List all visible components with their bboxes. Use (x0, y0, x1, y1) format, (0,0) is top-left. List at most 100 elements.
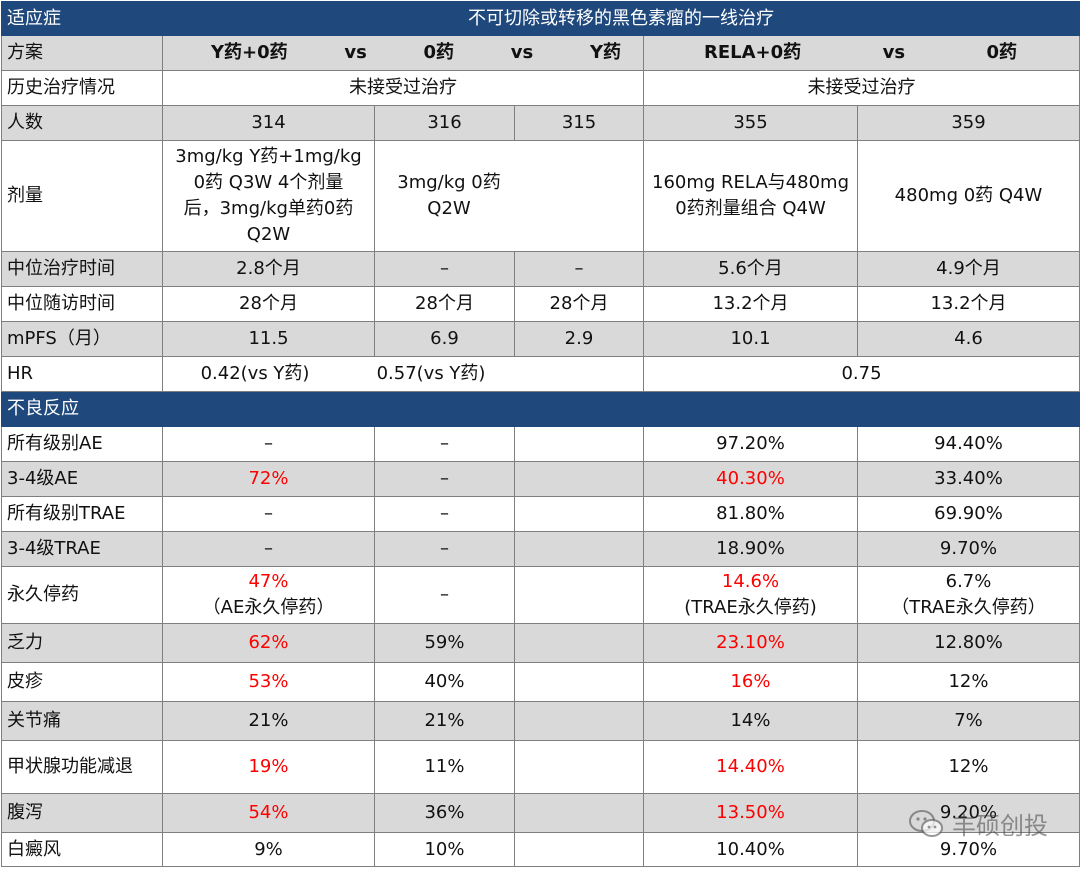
ae-cell: 36% (374, 793, 515, 833)
ae-cell (514, 496, 644, 532)
ae-label: 腹泻 (1, 793, 163, 833)
median-followup-row: 中位随访时间 28个月 28个月 28个月 13.2个月 13.2个月 (1, 286, 1080, 322)
count-cell: 355 (643, 105, 858, 141)
hr-label: HR (1, 356, 163, 392)
median-treatment-cell: – (514, 251, 644, 287)
history-row: 历史治疗情况 未接受过治疗 未接受过治疗 (1, 70, 1080, 106)
ae-cell (514, 832, 644, 867)
ae-cell: 13.50% (643, 793, 858, 833)
ae-cell: 62% (162, 623, 375, 663)
ae-cell (514, 461, 644, 497)
permanent-discontinuation-row: 永久停药 47% （AE永久停药） – 14.6% (TRAE永久停药) 6.7… (1, 566, 1080, 624)
plan-row: 方案 Y药+0药 vs 0药 vs Y药 RELA+0药 vs 0药 (1, 35, 1080, 71)
plan-left-cell: Y药+0药 vs 0药 vs Y药 (162, 35, 644, 71)
ae-cell: 21% (162, 701, 375, 741)
ae-cell (514, 740, 644, 794)
ae-label: 3-4级AE (1, 461, 163, 497)
ae-cell: 54% (162, 793, 375, 833)
count-cell: 314 (162, 105, 375, 141)
watermark-text: 丰硕创投 (952, 812, 1048, 840)
indication-row: 适应症 不可切除或转移的黑色素瘤的一线治疗 (1, 1, 1080, 36)
ae-cell (514, 793, 644, 833)
ae-cell: – (162, 531, 375, 567)
ae-cell: 7% (857, 701, 1080, 741)
ae-label: 所有级别AE (1, 426, 163, 462)
ae-cell: 33.40% (857, 461, 1080, 497)
ae-cell (514, 426, 644, 462)
ae-cell: 9.70% (857, 531, 1080, 567)
ae-cell: 18.90% (643, 531, 858, 567)
dose-cell-1: 3mg/kg Y药+1mg/kg 0药 Q3W 4个剂量 后，3mg/kg单药0… (162, 140, 375, 252)
hr-value-a: 0.42(vs Y药) (200, 363, 310, 384)
mpfs-label: mPFS（月） (1, 321, 163, 357)
mpfs-row: mPFS（月） 11.5 6.9 2.9 10.1 4.6 (1, 321, 1080, 357)
ae-row: 乏力 62% 59% 23.10% 12.80% (1, 623, 1080, 663)
adverse-events-title: 不良反应 (1, 391, 1080, 427)
ae-label: 关节痛 (1, 701, 163, 741)
discontinuation-cell: 14.6% (TRAE永久停药) (643, 566, 858, 624)
ae-cell (514, 623, 644, 663)
ae-row: 3-4级TRAE – – 18.90% 9.70% (1, 531, 1080, 567)
ae-cell (514, 701, 644, 741)
mpfs-cell: 4.6 (857, 321, 1080, 357)
ae-row: 所有级别TRAE – – 81.80% 69.90% (1, 496, 1080, 532)
mpfs-cell: 11.5 (162, 321, 375, 357)
plan-arm-1: Y药+0药 (211, 42, 288, 63)
hr-value-b: 0.57(vs Y药) (376, 363, 486, 384)
ae-cell: 9.70% (857, 832, 1080, 867)
wechat-icon (909, 809, 943, 837)
history-label: 历史治疗情况 (1, 70, 163, 106)
indication-label: 适应症 (1, 1, 163, 36)
ae-cell: 12.80% (857, 623, 1080, 663)
discontinuation-value: 14.6% (721, 571, 780, 592)
median-followup-label: 中位随访时间 (1, 286, 163, 322)
dose-line: 3mg/kg Y药+1mg/kg (175, 146, 362, 167)
ae-cell: 12% (857, 662, 1080, 702)
ae-cell: 94.40% (857, 426, 1080, 462)
ae-row: 皮疹 53% 40% 16% 12% (1, 662, 1080, 702)
plan-arm-3: Y药 (589, 42, 621, 63)
dose-line: 3mg/kg 0药 (397, 172, 501, 193)
ae-cell: 40.30% (643, 461, 858, 497)
ae-cell: 12% (857, 740, 1080, 794)
ae-label: 所有级别TRAE (1, 496, 163, 532)
median-treatment-label: 中位治疗时间 (1, 251, 163, 287)
discontinuation-cell: – (374, 566, 515, 624)
mpfs-cell: 6.9 (374, 321, 515, 357)
ae-cell (514, 662, 644, 702)
count-cell: 316 (374, 105, 515, 141)
ae-cell: 9.20% (857, 793, 1080, 833)
hr-right: 0.75 (643, 356, 1080, 392)
history-right: 未接受过治疗 (643, 70, 1080, 106)
ae-label: 皮疹 (1, 662, 163, 702)
mpfs-cell: 2.9 (514, 321, 644, 357)
ae-cell: – (374, 496, 515, 532)
plan-arm-5: 0药 (986, 42, 1017, 63)
ae-cell: – (374, 531, 515, 567)
ae-cell: 16% (643, 662, 858, 702)
median-followup-cell: 13.2个月 (643, 286, 858, 322)
discontinuation-cell: 6.7% （TRAE永久停药） (857, 566, 1080, 624)
median-followup-cell: 28个月 (374, 286, 515, 322)
ae-row: 关节痛 21% 21% 14% 7% (1, 701, 1080, 741)
plan-vs-2: vs (510, 42, 534, 63)
discontinuation-cell (514, 566, 644, 624)
plan-vs-3: vs (882, 42, 906, 63)
plan-vs-1: vs (344, 42, 367, 63)
watermark: 丰硕创投 (908, 806, 1048, 841)
count-cell: 315 (514, 105, 644, 141)
plan-arm-4: RELA+0药 (704, 42, 802, 63)
adverse-events-header: 不良反应 (1, 391, 1080, 427)
ae-cell: 9% (162, 832, 375, 867)
ae-cell: 40% (374, 662, 515, 702)
ae-row: 白癜风 9% 10% 10.40% 9.70% (1, 832, 1080, 867)
count-row: 人数 314 316 315 355 359 (1, 105, 1080, 141)
hr-row: HR 0.42(vs Y药) 0.57(vs Y药) 0.75 (1, 356, 1080, 392)
ae-row: 3-4级AE 72% – 40.30% 33.40% (1, 461, 1080, 497)
plan-label: 方案 (1, 35, 163, 71)
discontinuation-cell: 47% （AE永久停药） (162, 566, 375, 624)
ae-cell: 69.90% (857, 496, 1080, 532)
median-treatment-cell: 4.9个月 (857, 251, 1080, 287)
ae-cell: 10.40% (643, 832, 858, 867)
dose-cell-5: 480mg 0药 Q4W (857, 140, 1080, 252)
